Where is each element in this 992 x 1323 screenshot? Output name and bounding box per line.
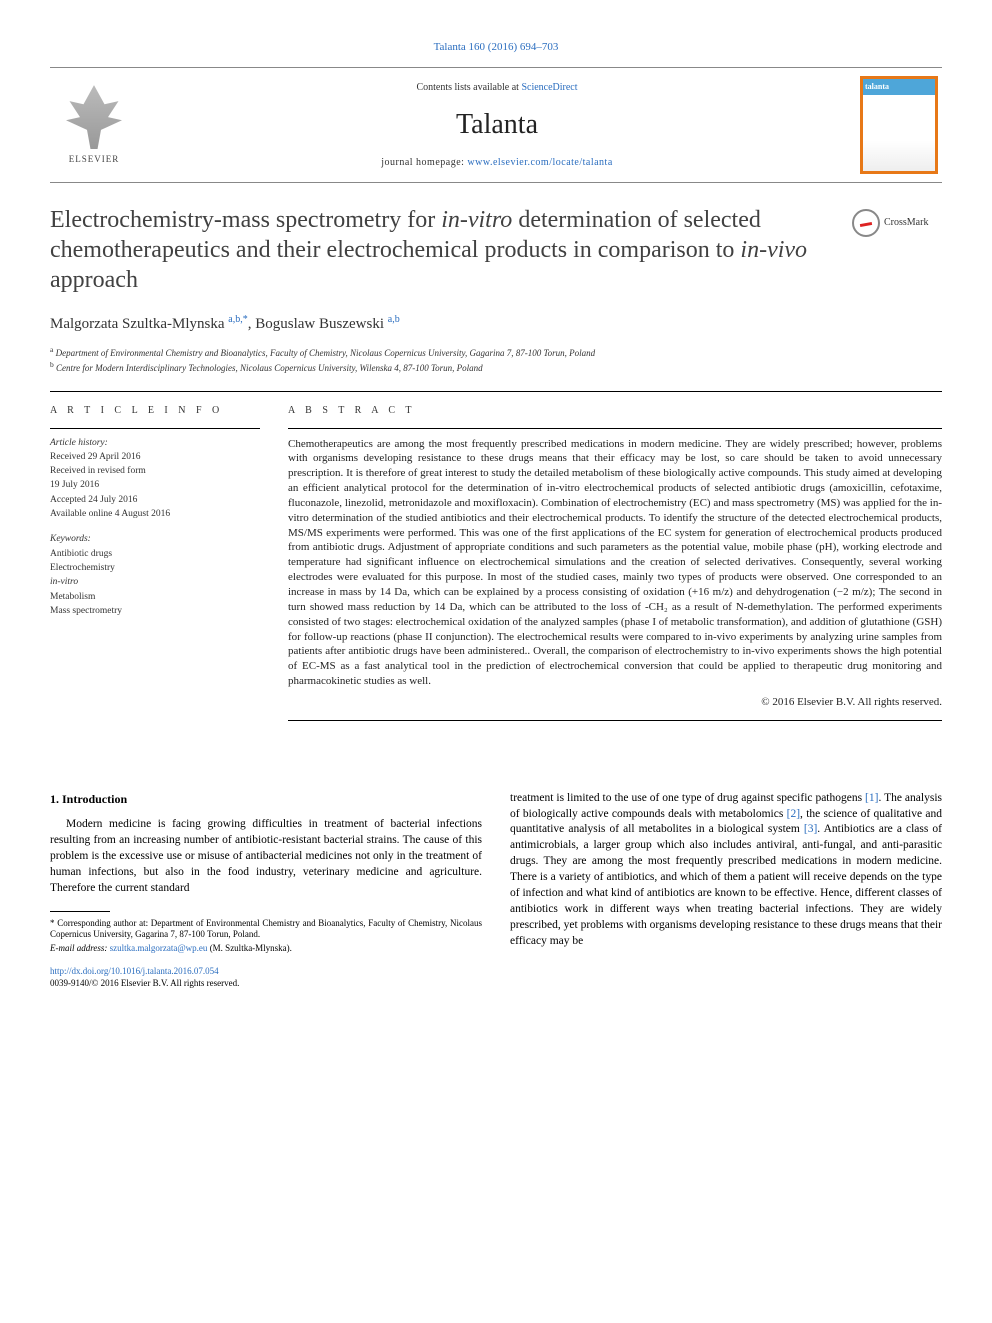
keywords-block: Keywords: Antibiotic drugs Electrochemis…	[50, 533, 260, 618]
footnotes: * Corresponding author at: Department of…	[50, 918, 482, 955]
article-info-label: A R T I C L E I N F O	[50, 404, 260, 418]
doi-block: http://dx.doi.org/10.1016/j.talanta.2016…	[50, 965, 482, 990]
history-revised-2: 19 July 2016	[50, 479, 260, 492]
elsevier-logo: ELSEVIER	[54, 81, 134, 169]
keyword-item: Metabolism	[50, 591, 260, 604]
keyword-item: Electrochemistry	[50, 562, 260, 575]
doi-link[interactable]: http://dx.doi.org/10.1016/j.talanta.2016…	[50, 966, 219, 976]
journal-homepage-line: journal homepage: www.elsevier.com/locat…	[134, 156, 860, 170]
homepage-prefix: journal homepage:	[381, 157, 467, 168]
footnote-divider	[50, 911, 110, 912]
keywords-heading: Keywords:	[50, 533, 260, 546]
email-label: E-mail address:	[50, 943, 110, 953]
journal-name: Talanta	[134, 105, 860, 144]
article-title: Electrochemistry-mass spectrometry for i…	[50, 205, 942, 295]
email-suffix: (M. Szultka-Mlynska).	[207, 943, 292, 953]
article-info-column: A R T I C L E I N F O Article history: R…	[50, 404, 260, 721]
keyword-item: Mass spectrometry	[50, 605, 260, 618]
author-2: Boguslaw Buszewski	[255, 316, 384, 332]
cover-brand-label: talanta	[863, 79, 935, 94]
crossmark-badge[interactable]: CrossMark	[852, 209, 942, 237]
history-heading: Article history:	[50, 437, 260, 450]
history-revised-1: Received in revised form	[50, 465, 260, 478]
history-online: Available online 4 August 2016	[50, 508, 260, 521]
issn-copyright: 0039-9140/© 2016 Elsevier B.V. All right…	[50, 977, 482, 989]
intro-paragraph-right: treatment is limited to the use of one t…	[510, 791, 942, 950]
article-history: Article history: Received 29 April 2016 …	[50, 437, 260, 522]
author-block: Malgorzata Szultka-Mlynska a,b,*, Bogusl…	[50, 313, 942, 335]
contents-available-line: Contents lists available at ScienceDirec…	[134, 81, 860, 95]
affiliation-block: a Department of Environmental Chemistry …	[50, 345, 942, 374]
abstract-label: A B S T R A C T	[288, 404, 942, 418]
history-received: Received 29 April 2016	[50, 451, 260, 464]
elsevier-wordmark: ELSEVIER	[69, 153, 120, 166]
contents-prefix: Contents lists available at	[416, 82, 521, 93]
cover-body	[863, 95, 935, 172]
author-1-affil: a,b,*	[228, 314, 247, 325]
abstract-copyright: © 2016 Elsevier B.V. All rights reserved…	[288, 695, 942, 710]
author-1: Malgorzata Szultka-Mlynska	[50, 316, 225, 332]
intro-right-column: treatment is limited to the use of one t…	[510, 791, 942, 990]
keyword-item: in-vitro	[50, 576, 260, 589]
intro-left-column: 1. Introduction Modern medicine is facin…	[50, 791, 482, 990]
corresponding-author-note: * Corresponding author at: Department of…	[50, 918, 482, 941]
citation-link-1[interactable]: [1]	[865, 792, 878, 804]
crossmark-label: CrossMark	[884, 216, 928, 230]
history-accepted: Accepted 24 July 2016	[50, 494, 260, 507]
citation-link-3[interactable]: [3]	[804, 823, 817, 835]
sciencedirect-link[interactable]: ScienceDirect	[521, 82, 577, 93]
abstract-text: Chemotherapeutics are among the most fre…	[288, 437, 942, 710]
affiliation-a: Department of Environmental Chemistry an…	[56, 348, 596, 358]
author-2-affil: a,b	[388, 314, 400, 325]
divider-rule-2	[50, 745, 942, 773]
crossmark-icon	[852, 209, 880, 237]
abstract-column: A B S T R A C T Chemotherapeutics are am…	[288, 404, 942, 721]
journal-cover-thumbnail: talanta	[860, 76, 938, 174]
journal-header: ELSEVIER Contents lists available at Sci…	[50, 67, 942, 183]
citation-link-2[interactable]: [2]	[787, 808, 800, 820]
elsevier-tree-icon	[59, 85, 129, 149]
corresponding-email-link[interactable]: szultka.malgorzata@wp.eu	[110, 943, 208, 953]
intro-paragraph-left: Modern medicine is facing growing diffic…	[50, 817, 482, 896]
keyword-item: Antibiotic drugs	[50, 548, 260, 561]
journal-homepage-link[interactable]: www.elsevier.com/locate/talanta	[467, 157, 612, 168]
affiliation-b: Centre for Modern Interdisciplinary Tech…	[56, 363, 483, 373]
section-heading-introduction: 1. Introduction	[50, 791, 482, 808]
divider-rule	[50, 391, 942, 392]
journal-reference: Talanta 160 (2016) 694–703	[50, 40, 942, 55]
